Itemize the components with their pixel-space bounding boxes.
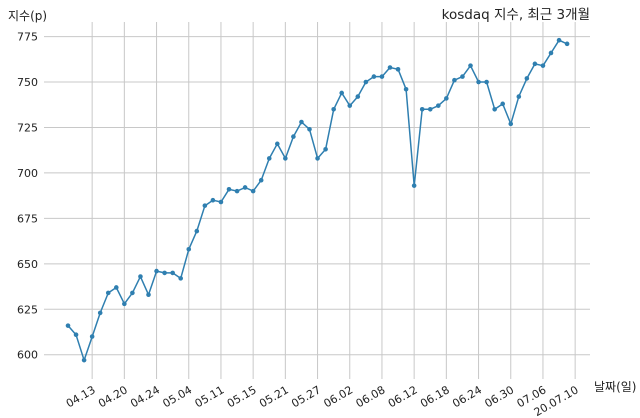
data-point <box>323 147 328 152</box>
x-tick-label: 05.04 <box>160 383 194 410</box>
y-tick-label: 700 <box>17 167 38 180</box>
data-point <box>218 199 224 205</box>
data-point <box>299 119 304 125</box>
data-point <box>130 290 135 296</box>
x-tick-label: 06.18 <box>418 383 452 410</box>
y-tick-label: 625 <box>17 303 38 316</box>
data-point <box>146 292 151 298</box>
data-point <box>524 76 530 81</box>
x-tick-label: 04.24 <box>128 383 162 410</box>
data-point <box>331 107 336 112</box>
x-tick-label: 05.11 <box>193 383 227 410</box>
data-point <box>307 127 312 132</box>
data-point <box>339 90 345 96</box>
x-axis-label: 날짜(일) <box>594 380 636 394</box>
y-tick-label: 750 <box>17 76 38 89</box>
x-tick-label: 05.27 <box>289 383 323 410</box>
data-point <box>81 357 87 363</box>
data-point <box>379 74 385 79</box>
x-axis-ticks: 04.1304.2004.2405.0405.1105.1505.2105.27… <box>64 383 581 418</box>
data-point <box>427 107 433 112</box>
data-point <box>89 334 95 339</box>
data-point <box>250 188 256 194</box>
data-point <box>419 107 425 112</box>
data-point <box>476 79 481 85</box>
data-point <box>516 94 522 99</box>
x-tick-label: 04.20 <box>96 383 130 410</box>
y-tick-label: 725 <box>17 121 38 134</box>
data-point <box>283 156 288 161</box>
data-point <box>194 228 200 234</box>
data-point <box>387 65 393 70</box>
x-tick-label: 06.02 <box>321 383 355 410</box>
data-point <box>540 63 546 68</box>
data-point <box>395 67 401 72</box>
data-point <box>403 87 409 92</box>
data-point <box>291 134 296 139</box>
data-point <box>460 74 465 79</box>
data-point <box>492 107 497 112</box>
data-point <box>452 77 457 83</box>
data-point <box>363 79 369 85</box>
data-point <box>234 188 240 194</box>
y-axis-ticks: 600 625 650 675 700 725 750 775 <box>17 31 38 362</box>
y-axis-label: 지수(p) <box>8 9 47 23</box>
data-point <box>556 37 562 43</box>
data-point <box>266 156 272 161</box>
grid <box>44 22 590 379</box>
data-point <box>210 197 216 203</box>
y-tick-label: 600 <box>17 349 38 362</box>
x-tick-label: 04.13 <box>64 383 98 410</box>
data-point <box>178 276 183 281</box>
data-point <box>484 79 489 85</box>
data-point <box>436 103 441 108</box>
data-point <box>138 274 143 279</box>
x-tick-label: 06.24 <box>450 383 484 410</box>
data-point <box>105 290 111 296</box>
data-point <box>73 332 79 338</box>
data-point <box>564 41 570 47</box>
x-tick-label: 06.08 <box>354 383 388 410</box>
data-point <box>411 183 417 188</box>
data-point <box>162 270 167 276</box>
data-point <box>468 63 473 68</box>
x-tick-label: 05.15 <box>225 383 259 410</box>
data-point <box>275 141 280 147</box>
x-tick-label: 05.21 <box>257 383 291 410</box>
data-point <box>371 74 377 79</box>
data-point <box>122 301 127 307</box>
data-point <box>114 285 119 290</box>
y-tick-label: 650 <box>17 258 38 271</box>
series <box>65 37 570 363</box>
data-point <box>170 270 175 276</box>
data-point <box>154 268 159 274</box>
data-point <box>508 121 514 127</box>
data-point <box>202 203 208 208</box>
data-point <box>97 310 103 316</box>
data-point <box>532 61 538 67</box>
data-point <box>258 177 264 183</box>
data-point <box>315 156 320 161</box>
y-tick-label: 675 <box>17 212 38 225</box>
data-point <box>500 101 506 107</box>
data-point <box>347 103 353 108</box>
data-point <box>242 185 248 190</box>
y-tick-label: 775 <box>17 31 38 44</box>
data-point <box>548 50 554 56</box>
x-tick-label: 06.30 <box>482 383 516 410</box>
data-point <box>186 246 192 252</box>
chart-title: kosdaq 지수, 최근 3개월 <box>442 7 590 23</box>
data-point <box>355 94 361 99</box>
x-tick-label: 06.12 <box>386 383 420 410</box>
data-point <box>226 186 232 192</box>
data-point <box>65 323 71 328</box>
data-point <box>444 96 449 101</box>
